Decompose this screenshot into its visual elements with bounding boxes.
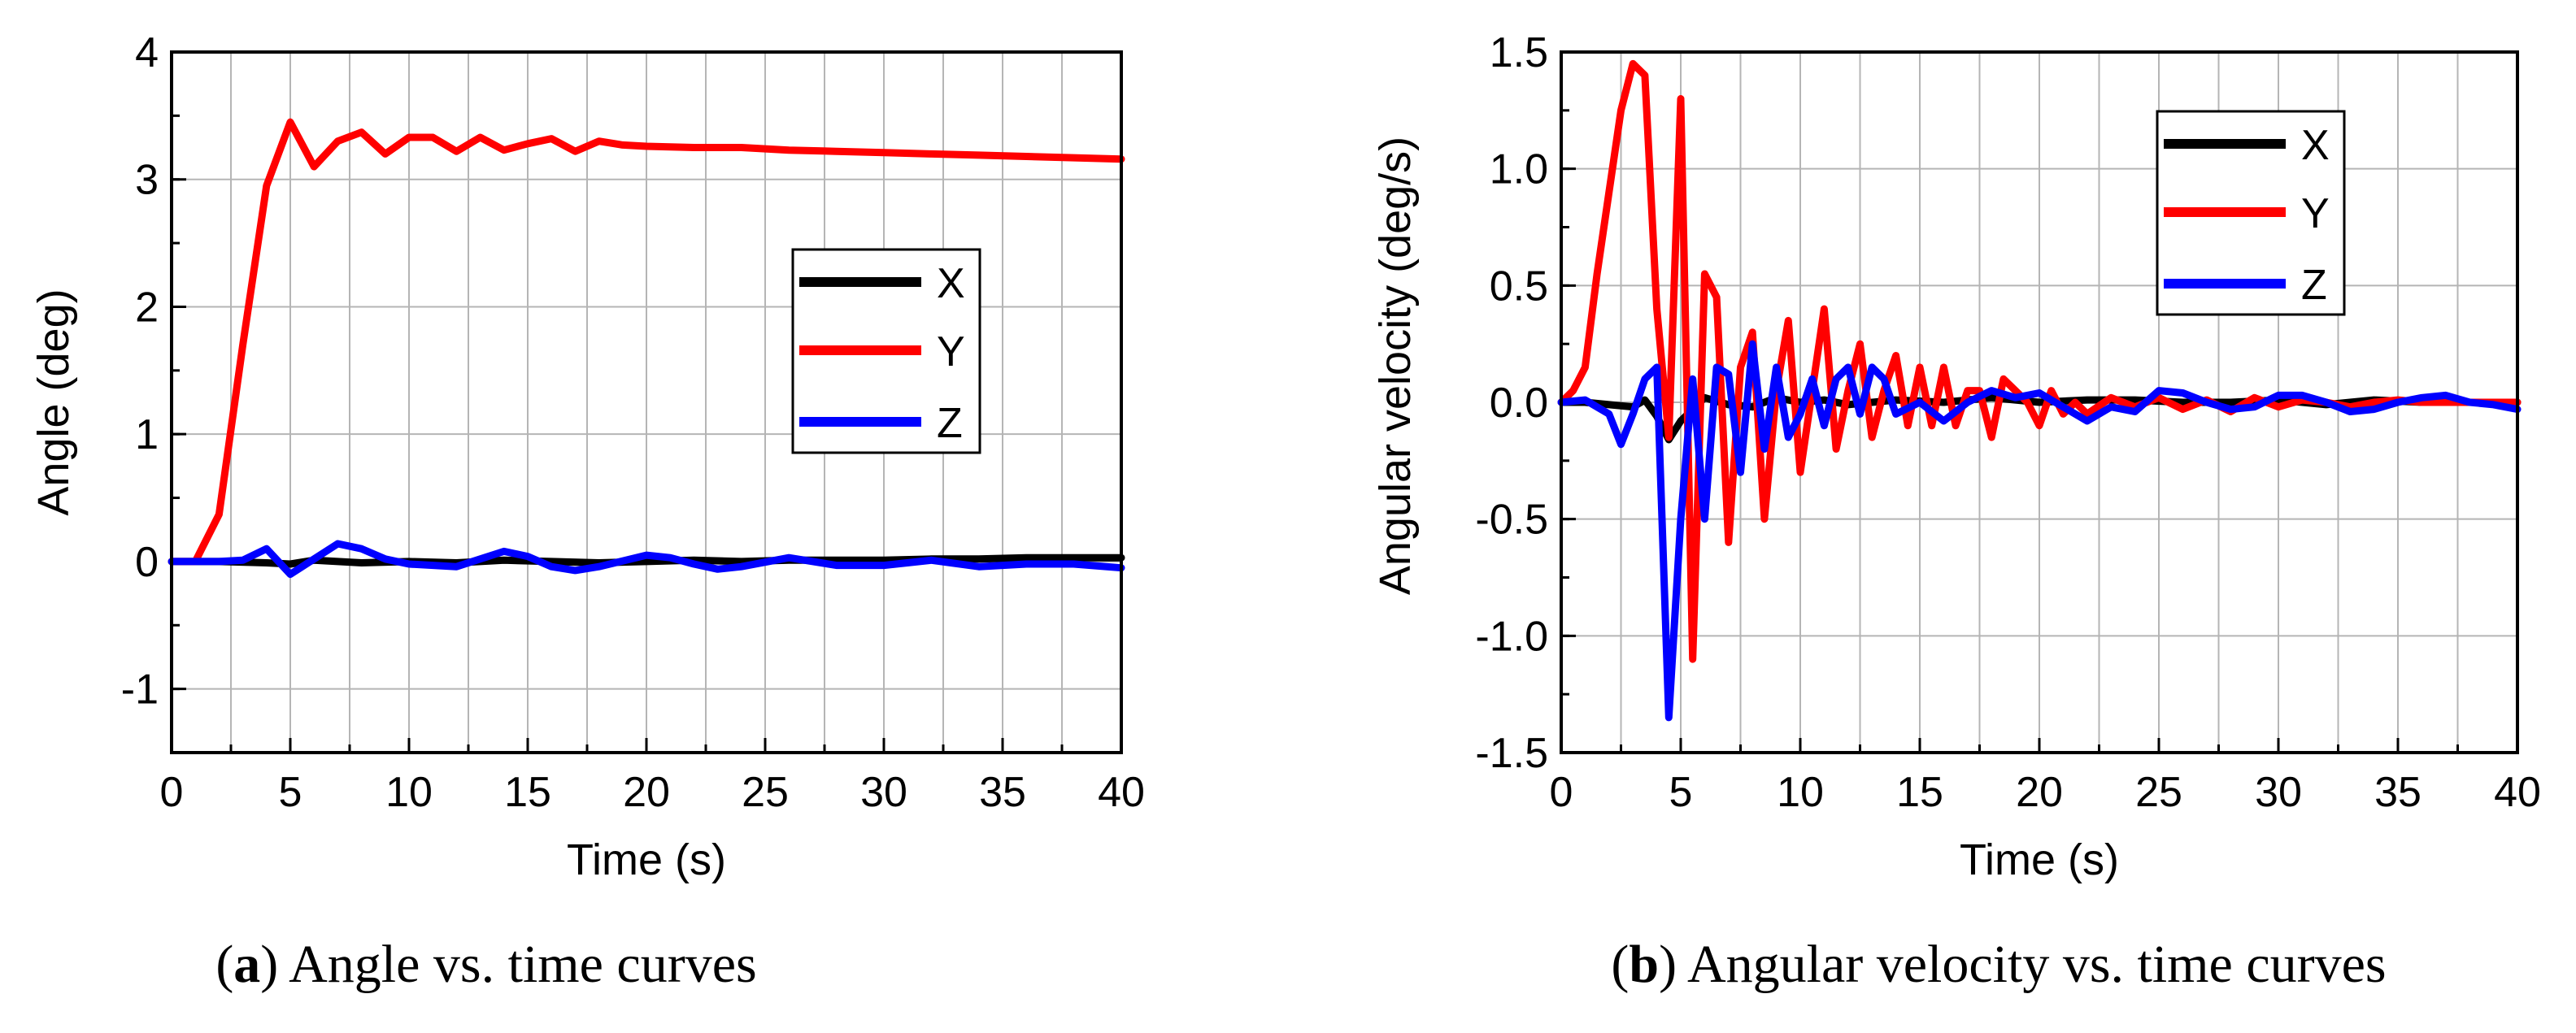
- panel-a-x-tick-labels: 0 5 10 15 20 25 30 35 40: [160, 769, 1145, 816]
- panel-b-x-tick-label: 15: [1896, 769, 1943, 816]
- panel-a-legend-label-z: Z: [937, 400, 963, 447]
- panel-a-x-tick-label: 5: [279, 769, 302, 816]
- panel-b-caption-text: Angular velocity vs. time curves: [1687, 935, 2387, 994]
- panel-b-series: [1557, 59, 2522, 722]
- panel-b-y-tick-label: 0.0: [1490, 380, 1548, 427]
- panel-a-legend-label-x: X: [937, 260, 965, 307]
- panel-a-caption: (a) Angle vs. time curves: [215, 935, 756, 994]
- panel-b-x-tick-label: 20: [2016, 769, 2063, 816]
- panel-b-x-tick-label: 30: [2255, 769, 2302, 816]
- panel-b-series-z-line: [1557, 340, 2522, 722]
- panel-b-x-tick-labels: 0 5 10 15 20 25 30 35 40: [1550, 769, 2541, 816]
- panel-b-y-tick-label: -1.0: [1475, 613, 1548, 660]
- panel-a-y-tick-label: 0: [135, 539, 159, 586]
- panel-b-legend-label-z: Z: [2301, 262, 2327, 309]
- panel-b-y-tick-label: -1.5: [1475, 730, 1548, 777]
- panel-a-x-tick-label: 40: [1098, 769, 1145, 816]
- panel-b-y-tick-label: 1.0: [1490, 146, 1548, 193]
- panel-a-series-z-line: [168, 540, 1125, 579]
- panel-b-chart: -1.5 -1.0 -0.5 0.0 0.5 1.0 1.5 0 5 10 15 20 25 30 35 4…: [1371, 29, 2541, 994]
- panel-b-x-tick-label: 0: [1550, 769, 1573, 816]
- panel-a-y-tick-label: 2: [135, 284, 159, 331]
- panel-b-frame: [1560, 50, 2519, 754]
- panel-a-y-tick-label: 4: [135, 29, 159, 76]
- panel-a-frame: [170, 50, 1123, 754]
- panel-a-x-tick-label: 35: [979, 769, 1026, 816]
- panel-b-x-tick-label: 25: [2135, 769, 2182, 816]
- panel-a-x-tick-label: 25: [742, 769, 789, 816]
- panel-b-caption: (b) Angular velocity vs. time curves: [1611, 935, 2386, 994]
- panel-a-series-y-line: [168, 118, 1125, 566]
- panel-a-caption-text: Angle vs. time curves: [289, 935, 757, 994]
- panel-b-x-tick-label: 35: [2374, 769, 2422, 816]
- panel-a-x-axis-label: Time (s): [567, 836, 726, 884]
- panel-b-legend: X Y Z: [2156, 110, 2346, 316]
- panel-a-x-tick-label: 30: [860, 769, 907, 816]
- panel-a-letter: a: [233, 935, 260, 994]
- panel-b-y-tick-label: -0.5: [1475, 497, 1548, 544]
- panel-a-y-tick-label: 3: [135, 157, 159, 204]
- panel-a-legend-label-y: Y: [937, 328, 965, 375]
- panel-a-y-tick-labels: -1 0 1 2 3 4: [121, 29, 159, 714]
- panel-a-series: [168, 118, 1125, 579]
- panel-a-y-axis-label: Angle (deg): [29, 289, 78, 515]
- panel-a-x-tick-label: 0: [160, 769, 184, 816]
- panel-b-y-tick-label: 0.5: [1490, 263, 1548, 310]
- panel-a-x-tick-label: 20: [623, 769, 670, 816]
- panel-a-x-tick-label: 15: [504, 769, 551, 816]
- panel-a-legend: X Y Z: [791, 248, 981, 454]
- panel-a-chart: -1 0 1 2 3 4 0 5 10 15 20 25 30 35 40 Time (s) Angle …: [29, 29, 1145, 994]
- panel-b-legend-label-y: Y: [2301, 190, 2330, 237]
- panel-b-x-tick-label: 5: [1669, 769, 1693, 816]
- panel-a-y-tick-label: -1: [121, 666, 159, 714]
- panel-b-y-tick-label: 1.5: [1490, 29, 1548, 76]
- panel-b-x-tick-label: 40: [2494, 769, 2541, 816]
- panel-b-x-axis-label: Time (s): [1960, 836, 2119, 884]
- panel-b-x-tick-label: 10: [1777, 769, 1824, 816]
- panel-a-y-tick-label: 1: [135, 411, 159, 458]
- panel-b-y-tick-labels: -1.5 -1.0 -0.5 0.0 0.5 1.0 1.5: [1475, 29, 1548, 777]
- panel-b-series-y-line: [1557, 59, 2522, 663]
- panel-b-y-axis-label: Angular velocity (deg/s): [1371, 137, 1420, 595]
- panel-a-x-tick-label: 10: [385, 769, 433, 816]
- panel-b-legend-label-x: X: [2301, 122, 2330, 169]
- panel-b-letter: b: [1629, 935, 1659, 994]
